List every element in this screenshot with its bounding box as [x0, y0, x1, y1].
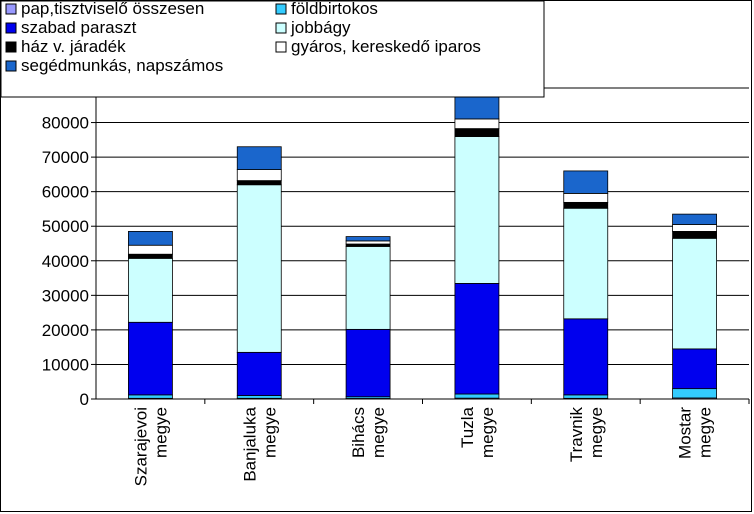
bar-segment	[236, 395, 282, 399]
bar-segment	[672, 213, 717, 225]
bar-segment	[236, 146, 282, 170]
legend-swatch	[5, 3, 17, 15]
bar-segment	[563, 318, 609, 396]
x-category-label: Bihácsmegye	[349, 407, 388, 458]
bar-segment	[672, 231, 717, 239]
x-category-label-line: Bihács	[349, 407, 368, 458]
bar-segment	[128, 231, 173, 246]
y-tick-label: 10000	[42, 355, 89, 374]
bar-segment	[345, 236, 391, 242]
x-category-label-text: Szarajevoimegye	[131, 407, 170, 486]
bar-segment	[236, 180, 282, 186]
legend-swatch	[275, 22, 287, 34]
y-tick-label: 80000	[42, 114, 89, 133]
y-tick-label: 70000	[42, 148, 89, 167]
bar-segment	[454, 93, 500, 120]
x-category-label-text: Bihácsmegye	[349, 407, 388, 458]
legend-box	[0, 0, 545, 98]
bar-segment	[672, 224, 717, 232]
y-tick-label: 20000	[42, 321, 89, 340]
bar-segment	[563, 170, 609, 194]
x-category-label: Tuzlamegye	[458, 406, 497, 458]
legend-swatch	[5, 41, 17, 53]
x-category-label-text: Travnikmegye	[567, 407, 606, 463]
bar-segment	[672, 237, 717, 350]
bar-segment	[563, 201, 609, 209]
bar-segment	[345, 246, 391, 330]
x-category-label: Banjalukamegye	[240, 406, 279, 481]
bar-segment	[236, 169, 282, 182]
x-category-label: Szarajevoimegye	[131, 407, 170, 486]
bar-segment	[236, 184, 282, 353]
bar-segment	[454, 136, 500, 284]
legend-label: jobbágy	[290, 18, 351, 37]
x-category-label-line: Banjaluka	[240, 406, 259, 481]
legend-label: segédmunkás, napszámos	[21, 56, 223, 75]
y-tick-label: 40000	[42, 252, 89, 271]
legend-label: szabad paraszt	[21, 18, 137, 37]
bar-segment	[236, 351, 282, 396]
bar-segment	[345, 240, 391, 245]
x-category-label-line: Szarajevoi	[131, 407, 150, 486]
bar-segment	[563, 394, 609, 399]
bar-segment	[563, 207, 609, 320]
x-category-label-line: Tuzla	[458, 406, 477, 447]
bar-segment	[672, 388, 717, 399]
bar-segment	[454, 283, 500, 395]
x-category-label-line: megye	[478, 407, 497, 458]
x-category-label: Mostarmegye	[676, 407, 715, 459]
bar-segment	[672, 348, 717, 390]
x-category-label-line: Mostar	[676, 407, 695, 459]
bar-segment	[454, 393, 500, 399]
bar-segment	[128, 321, 173, 396]
y-tick-label: 50000	[42, 217, 89, 236]
x-category-label-line: megye	[587, 407, 606, 458]
x-category-label-line: megye	[260, 407, 279, 458]
legend-swatch	[5, 60, 17, 72]
legend-label: ház v. járadék	[21, 37, 126, 56]
bar-segment	[345, 328, 391, 398]
legend-swatch	[275, 3, 287, 15]
legend-label: földbirtokos	[291, 0, 378, 18]
bar-segment	[563, 192, 609, 203]
legend-swatch	[5, 22, 17, 34]
x-category-label-text: Mostarmegye	[676, 407, 715, 459]
bar-segment	[454, 128, 500, 137]
y-tick-label: 60000	[42, 183, 89, 202]
x-category-label-line: megye	[151, 407, 170, 458]
legend-label: pap,tisztviselő összesen	[21, 0, 204, 18]
y-tick-label: 30000	[42, 286, 89, 305]
x-category-label-line: megye	[369, 407, 388, 458]
legend-swatch	[275, 41, 287, 53]
bar-segment	[128, 253, 173, 259]
x-category-label-line: megye	[696, 407, 715, 458]
x-category-label: Travnikmegye	[567, 407, 606, 463]
bar-segment	[128, 394, 173, 399]
bar-segment	[128, 257, 173, 323]
x-category-label-line: Travnik	[567, 407, 586, 463]
x-category-label-text: Banjalukamegye	[240, 406, 279, 481]
bar-segment	[128, 244, 173, 255]
bar-segment	[454, 118, 500, 130]
x-category-label-text: Tuzlamegye	[458, 406, 497, 458]
legend-label: gyáros, kereskedő iparos	[291, 37, 481, 56]
y-tick-label: 0	[80, 390, 89, 409]
